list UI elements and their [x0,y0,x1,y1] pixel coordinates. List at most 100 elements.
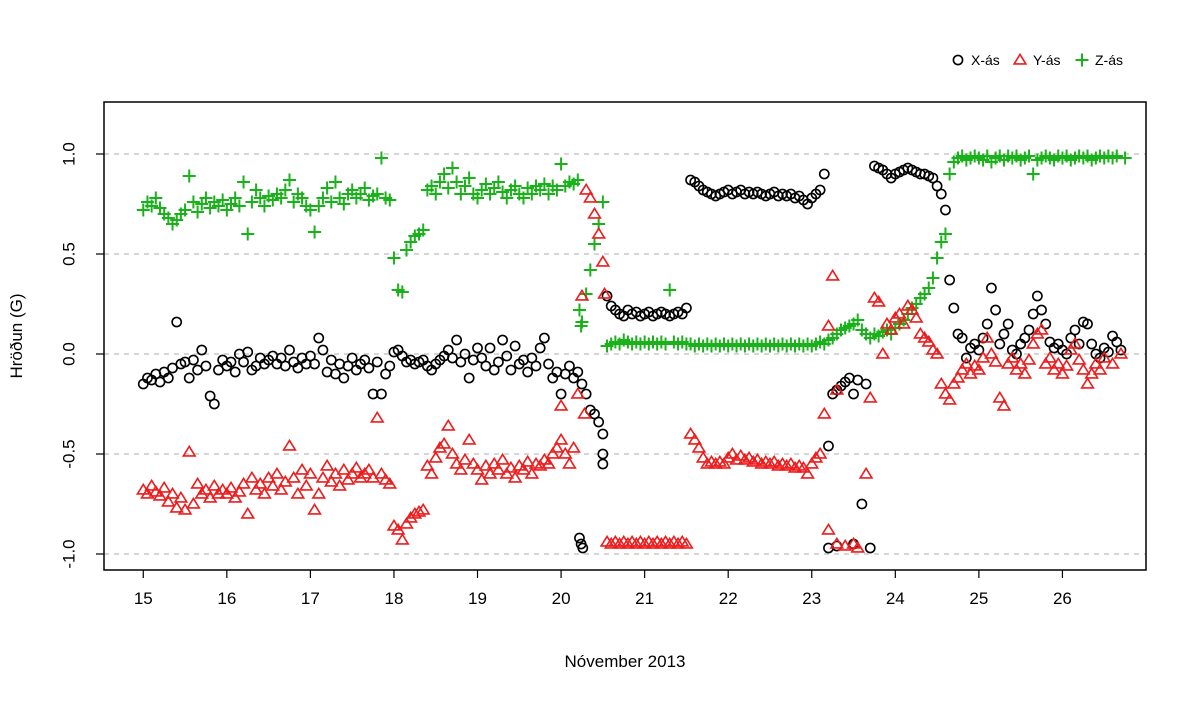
data-point [524,466,540,479]
data-point [315,470,331,483]
data-point [725,446,740,459]
data-point [252,476,268,489]
data-point [358,181,372,195]
data-point [445,161,459,175]
data-point [437,167,451,181]
data-point [663,283,677,297]
data-point [699,456,715,469]
series-0 [137,160,1127,554]
data-point [161,494,176,507]
data-point [570,386,586,399]
data-point [323,474,339,487]
data-point [538,332,550,344]
data-point [499,466,515,479]
data-point [273,482,289,495]
data-point [821,522,836,535]
data-point [979,330,995,343]
data-point [550,183,564,197]
data-point [290,486,306,499]
x-tick-label: 26 [1053,589,1072,608]
data-point [265,478,281,491]
data-point [922,281,936,295]
data-point [860,378,872,390]
data-point [904,302,920,315]
data-point [1038,356,1054,369]
legend-marker [1075,53,1089,67]
x-tick-label: 21 [635,589,654,608]
data-point [687,432,703,445]
data-point [240,506,256,519]
data-point [344,466,360,479]
data-point [225,356,237,368]
data-point [545,446,561,459]
data-point [369,410,385,423]
data-point [428,450,444,463]
data-point [543,358,554,370]
data-point [683,426,698,439]
data-point [525,187,539,201]
data-point [998,328,1010,340]
data-point [503,460,519,473]
data-point [879,316,895,329]
data-point [284,344,295,356]
data-point [1110,149,1124,163]
legend-label: X-ás [971,52,1000,68]
data-point [491,462,506,475]
data-point [383,193,397,207]
data-point [578,182,594,195]
data-point [1082,318,1093,330]
data-point [1026,167,1040,181]
data-point [294,462,310,475]
data-point [1059,358,1074,371]
data-point [1002,318,1014,330]
data-point [516,191,530,205]
data-point [745,454,761,467]
data-point [140,486,155,499]
data-point [319,458,335,471]
data-point [620,536,636,549]
data-point [779,458,795,471]
data-point [242,346,254,358]
data-point [574,288,590,301]
data-point [399,243,413,257]
data-point [670,536,686,549]
data-point [553,398,569,411]
data-point [1118,151,1132,165]
data-point [612,536,627,549]
data-point [429,187,443,201]
data-point [837,538,853,551]
series-1 [135,182,1129,553]
data-point [812,446,828,459]
data-point [480,360,492,372]
data-point [192,364,203,376]
data-point [325,354,337,366]
data-point [520,454,535,467]
data-point [287,195,301,209]
data-point [597,286,612,299]
data-point [232,484,247,497]
data-point [227,490,243,503]
data-point [935,188,947,200]
data-point [505,364,517,376]
data-point [241,227,255,241]
data-point [645,536,661,549]
data-point [986,282,997,294]
data-point [628,536,644,549]
data-point [1055,366,1070,379]
data-point [312,199,326,213]
data-point [491,175,505,189]
data-point [349,460,364,473]
data-point [896,316,911,329]
data-point [154,376,166,388]
axes: 15 16 17 18 19 20 21 22 23 24 25 26 -1.0 -0.5 0.0 0.5 1.… [59,142,1071,608]
data-point [994,338,1006,350]
data-point [591,226,606,239]
data-point [583,263,597,277]
data-point [908,310,924,323]
data-point [1063,342,1079,355]
legend-label: Y-ás [1033,52,1061,68]
data-point [390,522,406,535]
data-point [292,362,304,374]
data-point [223,480,239,493]
data-point [307,502,322,515]
